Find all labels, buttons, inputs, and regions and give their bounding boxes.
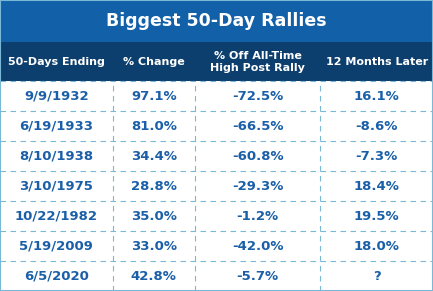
Text: 81.0%: 81.0% (131, 120, 177, 133)
Text: -60.8%: -60.8% (232, 150, 284, 163)
Text: -42.0%: -42.0% (232, 239, 283, 253)
Text: 6/5/2020: 6/5/2020 (24, 269, 89, 283)
Bar (0, 171, 433, 201)
Text: -29.3%: -29.3% (232, 180, 283, 193)
Text: -7.3%: -7.3% (355, 150, 398, 163)
Text: % Change: % Change (123, 57, 184, 67)
Text: ?: ? (373, 269, 381, 283)
Text: 42.8%: 42.8% (131, 269, 177, 283)
Text: Biggest 50-Day Rallies: Biggest 50-Day Rallies (106, 12, 327, 30)
Text: 33.0%: 33.0% (131, 239, 177, 253)
Bar (0, 42, 433, 81)
Bar (0, 0, 433, 42)
Text: -5.7%: -5.7% (236, 269, 279, 283)
Text: 19.5%: 19.5% (354, 210, 400, 223)
Text: 28.8%: 28.8% (131, 180, 177, 193)
Text: 6/19/1933: 6/19/1933 (19, 120, 93, 133)
Text: 50-Days Ending: 50-Days Ending (8, 57, 105, 67)
Text: -1.2%: -1.2% (236, 210, 279, 223)
Text: 8/10/1938: 8/10/1938 (19, 150, 94, 163)
Bar (0, 141, 433, 171)
Bar (0, 231, 433, 261)
Text: 97.1%: 97.1% (131, 90, 177, 103)
Text: 9/9/1932: 9/9/1932 (24, 90, 89, 103)
Text: 12 Months Later: 12 Months Later (326, 57, 428, 67)
Text: 10/22/1982: 10/22/1982 (15, 210, 98, 223)
Bar (0, 111, 433, 141)
Bar (0, 261, 433, 291)
Text: -8.6%: -8.6% (355, 120, 398, 133)
Text: -66.5%: -66.5% (232, 120, 283, 133)
Text: -72.5%: -72.5% (232, 90, 283, 103)
Text: 35.0%: 35.0% (131, 210, 177, 223)
Text: 18.4%: 18.4% (354, 180, 400, 193)
Text: 16.1%: 16.1% (354, 90, 400, 103)
Text: % Off All-Time
High Post Rally: % Off All-Time High Post Rally (210, 51, 305, 73)
Text: 18.0%: 18.0% (354, 239, 400, 253)
Bar (0, 201, 433, 231)
Text: 3/10/1975: 3/10/1975 (19, 180, 93, 193)
Text: 5/19/2009: 5/19/2009 (19, 239, 93, 253)
Text: 34.4%: 34.4% (131, 150, 177, 163)
Bar (0, 81, 433, 111)
